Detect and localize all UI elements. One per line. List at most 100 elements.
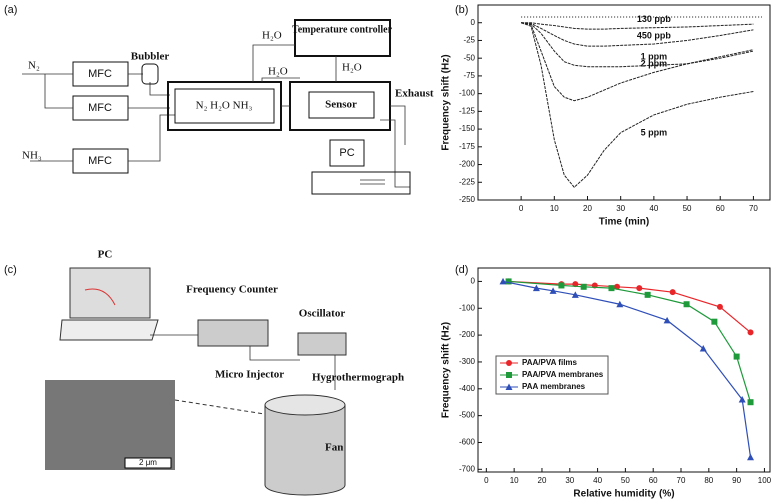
point — [738, 396, 746, 403]
x-tick-label: 0 — [519, 204, 524, 213]
legend-label: PAA/PVA films — [522, 358, 578, 367]
hygro-label: Hygrothermograph — [312, 372, 404, 384]
x-tick-label: 90 — [732, 476, 741, 485]
y-tick-label: -75 — [463, 71, 475, 80]
series-label: 130 ppb — [637, 14, 672, 24]
series-line — [521, 22, 754, 68]
sensor-label: Sensor — [325, 99, 357, 111]
bubbler-label: Bubbler — [131, 51, 170, 63]
temp-label: Temperature controller — [292, 24, 393, 35]
y-tick-label: -225 — [459, 177, 476, 186]
y-tick-label: -200 — [459, 330, 476, 339]
screen-curve — [84, 288, 116, 306]
point — [505, 278, 512, 285]
y-tick-label: -100 — [459, 89, 476, 98]
point — [669, 289, 676, 296]
water-label: H₂O — [342, 62, 362, 74]
point — [532, 284, 540, 292]
x-tick-label: 60 — [649, 476, 658, 485]
bubbler — [141, 63, 159, 85]
x-tick-label: 100 — [758, 476, 772, 485]
legend-marker — [505, 383, 513, 390]
panel-label: (a) — [4, 4, 17, 16]
x-axis-title: Time (min) — [599, 217, 649, 228]
series-label: 450 ppb — [637, 30, 672, 40]
laptop-screen — [69, 267, 151, 319]
laptop-keyboard — [59, 319, 159, 341]
x-tick-label: 10 — [550, 204, 559, 213]
plot-frame — [477, 4, 771, 201]
series-label: 5 ppm — [641, 127, 668, 137]
y-tick-label: -100 — [459, 303, 476, 312]
y-tick-label: -50 — [463, 53, 475, 62]
point — [499, 277, 507, 285]
x-tick-label: 70 — [677, 476, 686, 485]
x-tick-label: 30 — [565, 476, 574, 485]
point — [747, 329, 754, 336]
pc-monitor — [329, 139, 365, 167]
y-tick-label: -300 — [459, 357, 476, 366]
y-tick-label: -600 — [459, 438, 476, 447]
y-tick-label: -25 — [463, 36, 475, 45]
point — [580, 283, 587, 290]
y-axis-title: Frequency shift (Hz) — [441, 322, 452, 418]
wires — [150, 334, 336, 390]
y-tick-label: -150 — [459, 124, 476, 133]
x-axis-title: Relative humidity (%) — [573, 489, 674, 500]
point — [644, 291, 651, 298]
exhaust-label: Exhaust — [395, 88, 434, 100]
series-line — [521, 22, 754, 102]
y-tick-label: 0 — [471, 277, 476, 286]
mfc-label: MFC — [88, 102, 112, 114]
y-tick-label: 0 — [471, 18, 476, 27]
x-tick-label: 30 — [616, 204, 625, 213]
y-tick-label: -200 — [459, 160, 476, 169]
x-tick-label: 60 — [716, 204, 725, 213]
series-line — [521, 22, 754, 47]
injector-label: Micro Injector — [215, 369, 284, 381]
legend-label: PAA/PVA membranes — [522, 370, 604, 379]
pc-label: PC — [98, 249, 113, 261]
point — [616, 300, 624, 308]
point — [608, 285, 615, 292]
chamber-top — [264, 394, 346, 416]
plot-frame — [477, 267, 771, 473]
oscillator-label: Oscillator — [299, 308, 346, 320]
point — [747, 453, 755, 461]
x-tick-label: 40 — [649, 204, 658, 213]
x-tick-label: 50 — [683, 204, 692, 213]
point — [663, 316, 671, 324]
x-tick-label: 80 — [704, 476, 713, 485]
x-tick-label: 70 — [749, 204, 758, 213]
panel-c: (c) PC Frequency Counter Oscillator 2 μm… — [4, 249, 404, 496]
y-tick-label: -250 — [459, 195, 476, 204]
pipes — [22, 73, 175, 162]
y-axis-title: Frequency shift (Hz) — [441, 54, 452, 150]
point — [571, 291, 579, 298]
gas-label: NH₃ — [22, 150, 42, 162]
chamber — [264, 405, 346, 496]
fan-label: Fan — [325, 442, 343, 454]
y-tick-label: -175 — [459, 142, 476, 151]
x-tick-label: 10 — [510, 476, 519, 485]
legend-label: PAA membranes — [522, 382, 586, 391]
gas-label: N₂ — [28, 60, 40, 72]
legend-marker — [506, 360, 512, 366]
point — [683, 301, 690, 308]
mix-label: N₂ H₂O NH₃ — [196, 100, 253, 112]
panel-label: (c) — [4, 264, 17, 276]
point — [636, 285, 643, 292]
x-tick-label: 0 — [484, 476, 489, 485]
series-label: 2 ppm — [641, 59, 668, 69]
scale-label: 2 μm — [139, 458, 157, 467]
pipes — [252, 44, 410, 188]
sem-image — [45, 380, 175, 470]
counter-label: Frequency Counter — [186, 284, 278, 296]
scale-box — [124, 457, 172, 469]
x-tick-label: 40 — [593, 476, 602, 485]
mfc-label: MFC — [88, 155, 112, 167]
point — [549, 287, 557, 294]
point — [699, 345, 707, 352]
x-tick-label: 50 — [621, 476, 630, 485]
